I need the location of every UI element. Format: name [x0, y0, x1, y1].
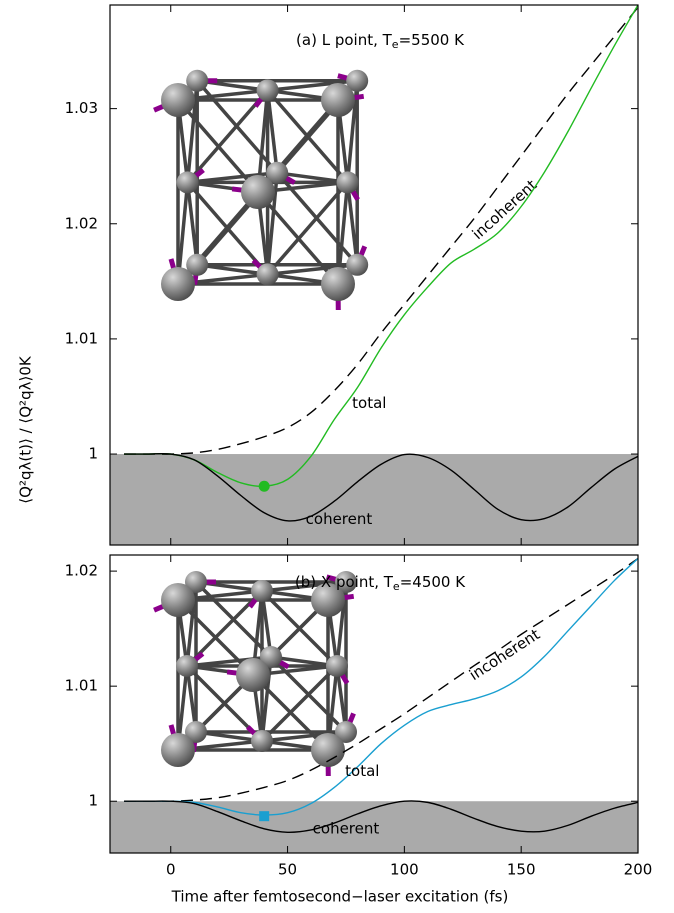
- atom: [257, 263, 279, 285]
- page: Time after femtosecond−laser excitation …: [0, 0, 674, 913]
- title-part: =4500 K: [400, 573, 467, 591]
- panel-title: (a) L point, Te=5500 K: [296, 31, 465, 52]
- y-axis-label: ⟨Q²qλ(t)⟩ / ⟨Q²qλ⟩0K: [17, 355, 35, 504]
- crystal-illustration: [154, 571, 357, 776]
- title-part: (b) X point, T: [295, 573, 394, 591]
- atom: [161, 83, 195, 117]
- y-tick-label: 1.02: [65, 562, 98, 580]
- series-label: coherent: [313, 819, 380, 837]
- crystal-bond: [268, 182, 348, 274]
- atom: [177, 171, 199, 193]
- series-label: incoherent: [469, 176, 541, 243]
- chart: Time after femtosecond−laser excitation …: [0, 0, 674, 913]
- crystal-bond: [262, 666, 337, 741]
- y-tick-label: 1.01: [65, 677, 98, 695]
- atom: [337, 171, 359, 193]
- shaded-region: [110, 454, 638, 545]
- title-part: (a) L point, T: [296, 31, 393, 49]
- atom: [251, 730, 273, 752]
- title-part: =5500 K: [399, 31, 466, 49]
- atom: [176, 655, 198, 677]
- x-tick-label: 200: [624, 861, 653, 879]
- y-tick-label: 1.02: [65, 214, 98, 232]
- y-tick-label: 1: [88, 445, 98, 463]
- series-label: total: [352, 394, 386, 412]
- atom: [161, 733, 195, 767]
- panel-title: (b) X point, Te=4500 K: [295, 573, 466, 594]
- atom: [257, 79, 279, 101]
- series-label: incoherent: [466, 625, 543, 684]
- y-tick-label: 1: [88, 792, 98, 810]
- x-tick-label: 100: [390, 861, 419, 879]
- x-tick-label: 150: [507, 861, 536, 879]
- atom: [311, 733, 345, 767]
- atom: [161, 267, 195, 301]
- atom: [321, 267, 355, 301]
- x-axis-label: Time after femtosecond−laser excitation …: [171, 888, 509, 906]
- atom: [241, 175, 275, 209]
- crystal-illustration: [154, 70, 368, 310]
- x-tick-label: 50: [278, 861, 297, 879]
- series-label: coherent: [306, 510, 373, 528]
- atom: [251, 580, 273, 602]
- series-label: total: [345, 762, 379, 780]
- marker: [259, 811, 269, 821]
- atom: [326, 655, 348, 677]
- atom: [236, 658, 270, 692]
- atom: [161, 583, 195, 617]
- x-tick-label: 0: [166, 861, 176, 879]
- atom: [321, 83, 355, 117]
- marker: [259, 481, 270, 492]
- y-tick-label: 1.01: [65, 329, 98, 347]
- y-tick-label: 1.03: [65, 99, 98, 117]
